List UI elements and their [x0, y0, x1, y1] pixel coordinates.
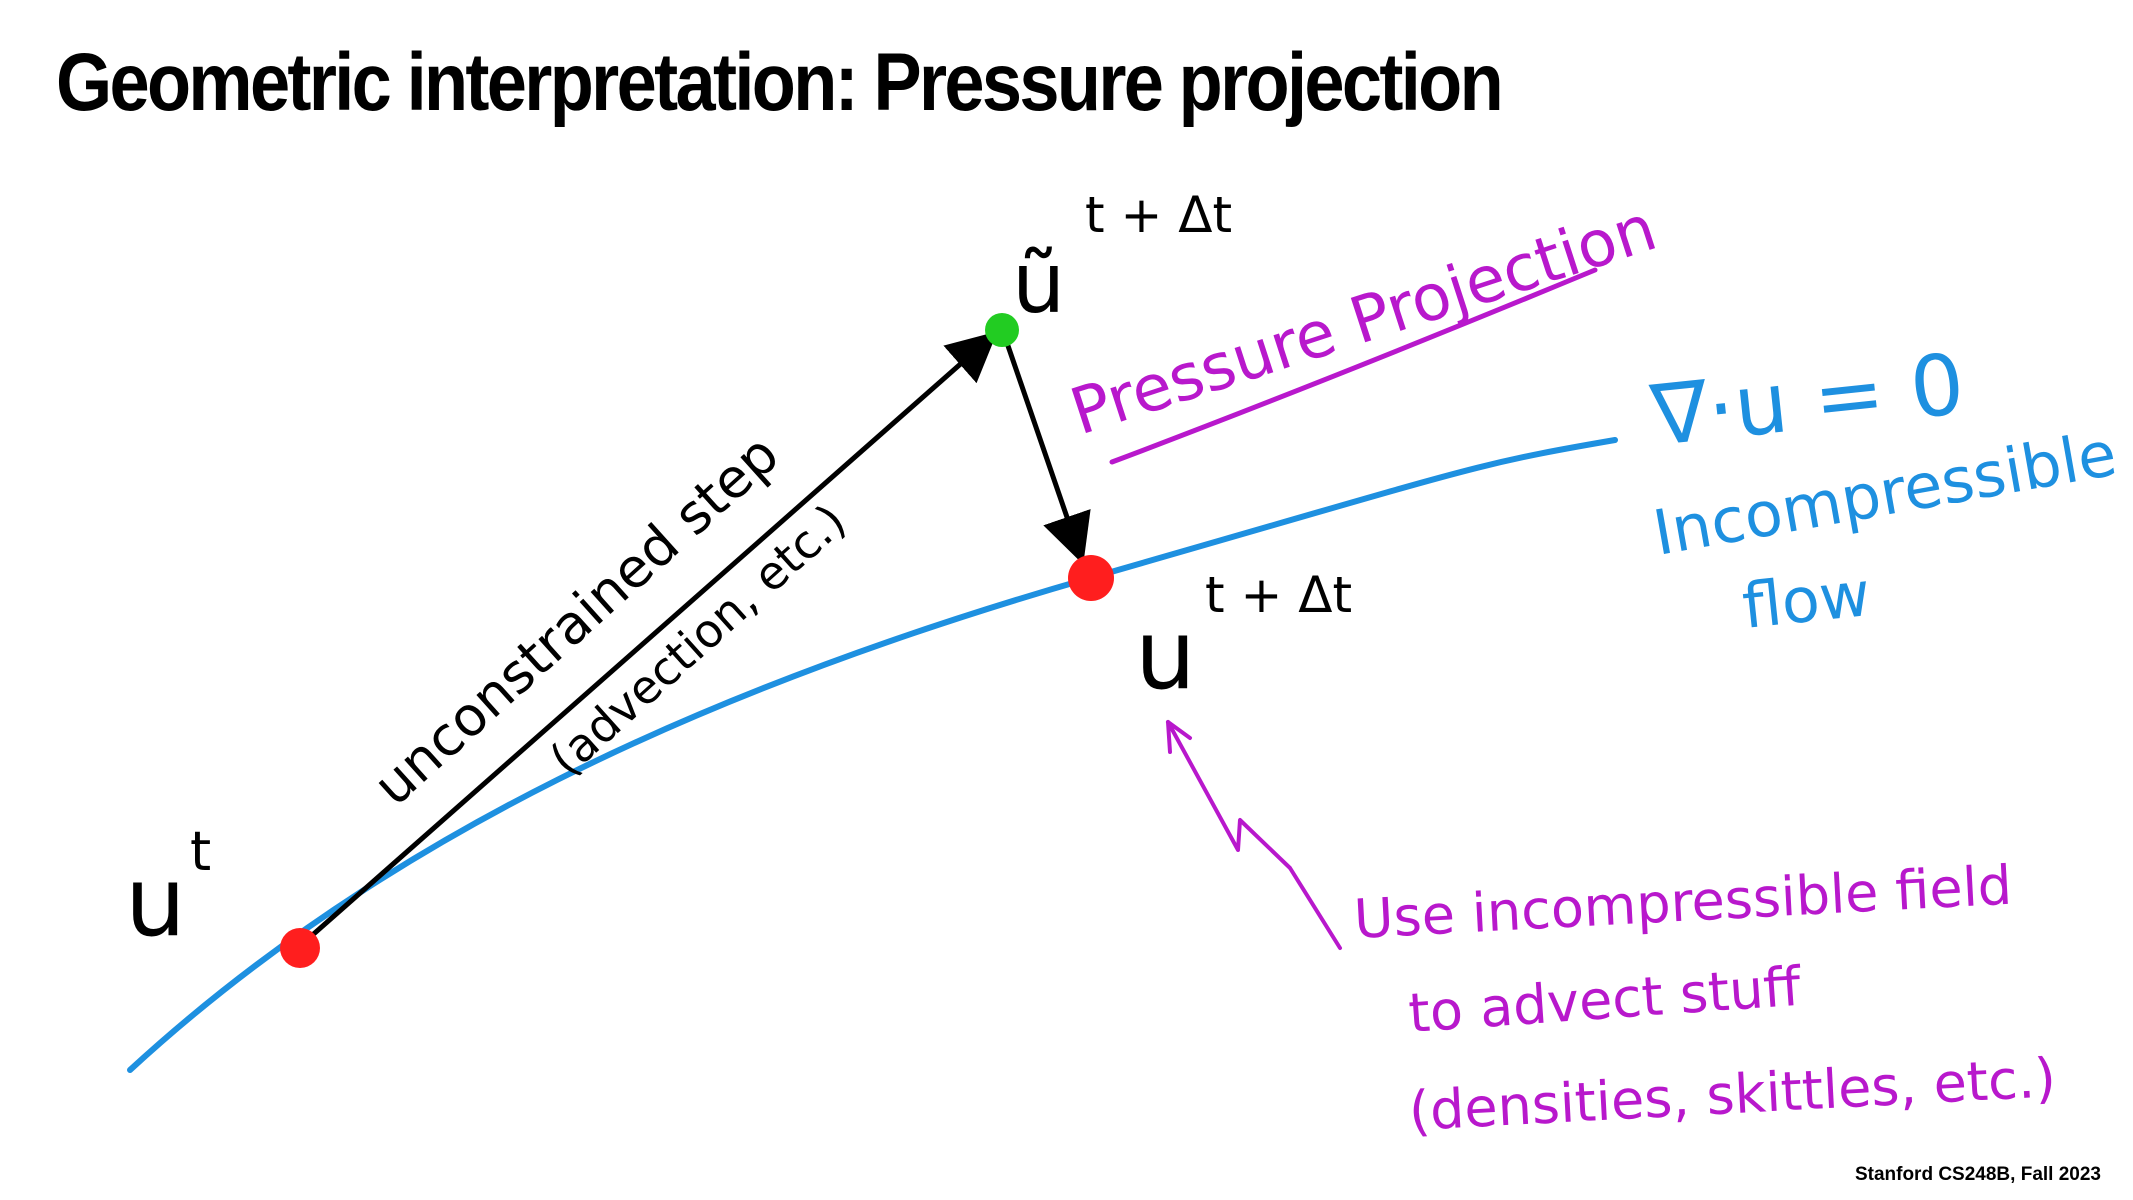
constraint-label: ∇·u = 0: [1646, 335, 1969, 465]
point-next: [1068, 555, 1114, 601]
note-pointer-arrowhead: [1166, 720, 1192, 754]
label-u-tilde: ũ: [1012, 234, 1065, 332]
label-u-next-sup: t + Δt: [1205, 566, 1352, 624]
label-u-tilde-sup: t + Δt: [1085, 186, 1232, 244]
constraint-label-line3: flow: [1739, 557, 1874, 643]
slide-title: Geometric interpretation: Pressure proje…: [56, 37, 1504, 128]
label-u-t-sup: t: [190, 820, 211, 883]
note-line1: Use incompressible field: [1352, 854, 2013, 951]
footer: Stanford CS248B, Fall 2023: [1854, 1164, 2101, 1185]
constraint-curve: [127, 437, 1618, 1073]
note-line3: (densities, skittles, etc.): [1407, 1046, 2057, 1143]
projection-arrow: [1003, 339, 1091, 565]
unconstrained-step-arrow: [298, 331, 998, 948]
projection-underline: [1109, 267, 1598, 465]
point-intermediate: [985, 313, 1019, 347]
point-current: [280, 928, 320, 968]
label-u-next: u: [1135, 599, 1196, 711]
note-pointer-arrow: [1166, 720, 1342, 950]
label-u-t: u: [125, 846, 186, 958]
note-line2: to advect stuff: [1407, 955, 1805, 1045]
